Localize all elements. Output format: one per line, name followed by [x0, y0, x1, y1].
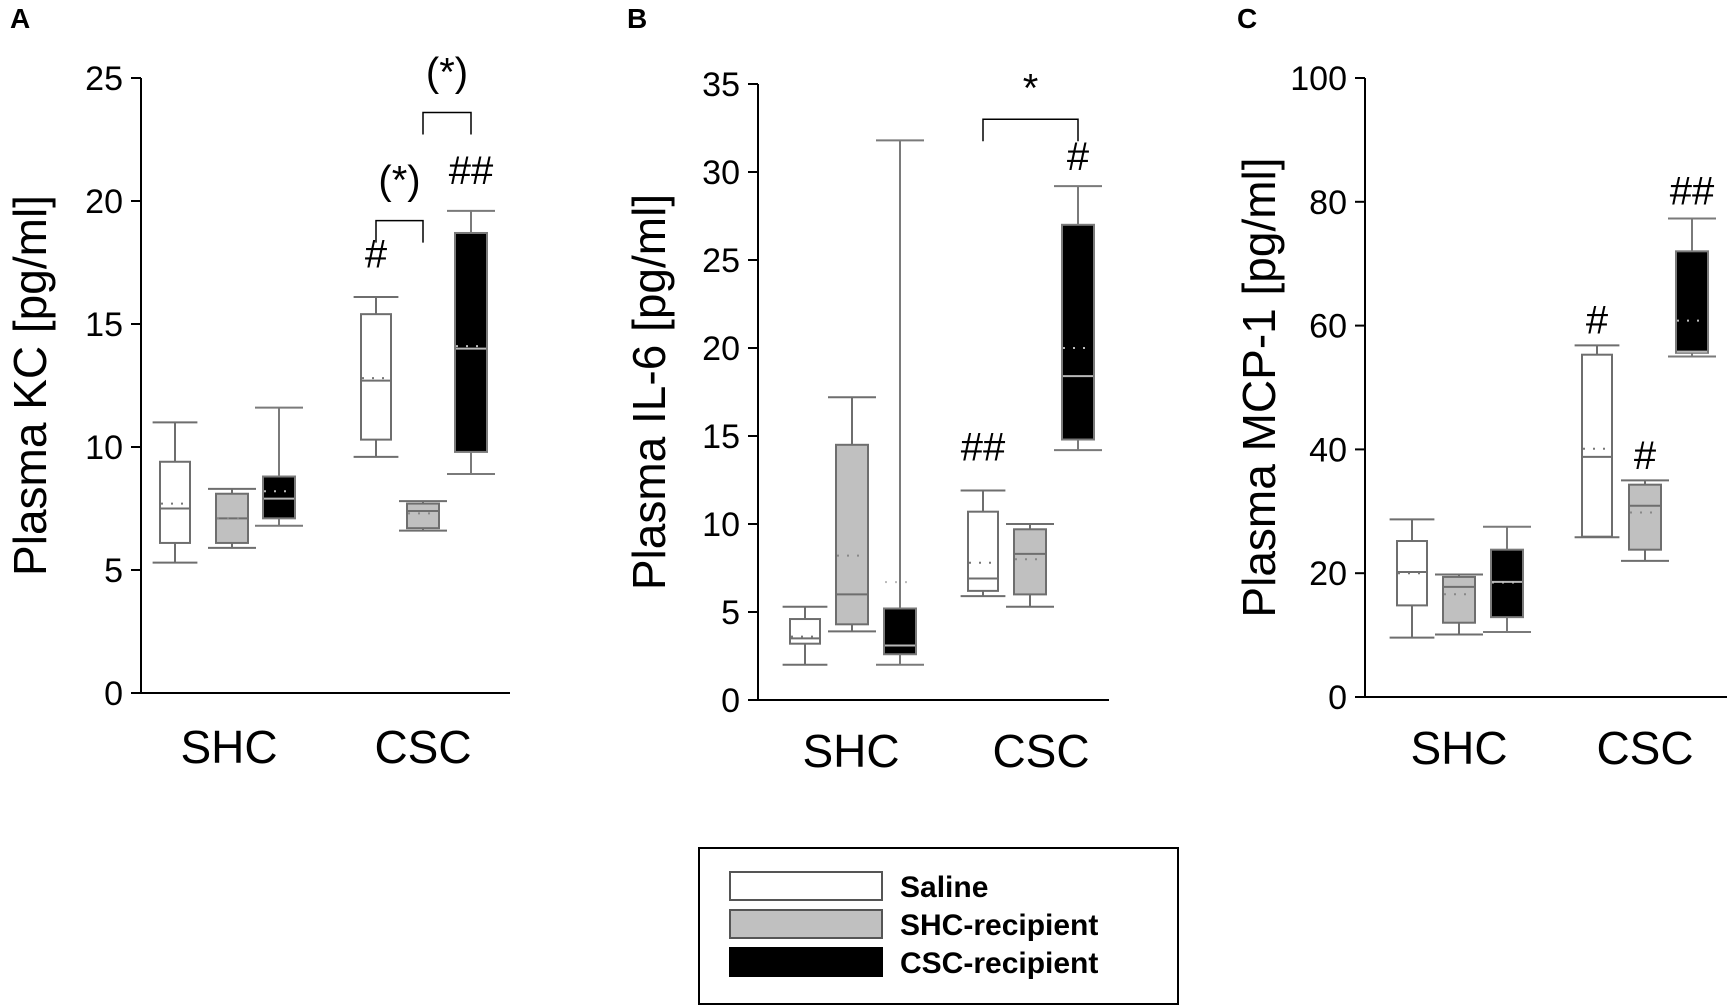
y-tick-label: 0 — [1328, 679, 1347, 717]
box-iqr — [1061, 223, 1095, 441]
significance-mark: ## — [1670, 169, 1715, 213]
legend-label: SHC-recipient — [900, 909, 1098, 942]
significance-bracket — [982, 118, 1079, 142]
y-tick-label: 40 — [1309, 431, 1347, 469]
y-tick-label: 100 — [1290, 60, 1347, 98]
significance-mark: # — [1634, 434, 1657, 478]
significance-mark: ## — [449, 149, 494, 193]
box-iqr — [159, 460, 191, 544]
box-iqr — [789, 618, 821, 645]
box-iqr — [406, 502, 440, 530]
y-tick-label: 20 — [702, 330, 740, 368]
panel-b: B 0 5 10 15 20 25 30 35 Plasma IL-6 [pg/ml] SHC CSC… — [623, 3, 1109, 777]
significance-bracket — [375, 219, 424, 243]
y-tick-label: 10 — [85, 429, 123, 467]
box-plot — [255, 406, 303, 527]
box-plot — [1054, 185, 1102, 452]
legend-swatch — [729, 947, 883, 977]
box-plot — [782, 605, 828, 666]
y-tick-label: 25 — [702, 242, 740, 280]
y-tick-label: 0 — [721, 682, 740, 720]
y-tick-label: 10 — [702, 506, 740, 544]
box-iqr — [1675, 250, 1709, 354]
box-plot — [1621, 479, 1669, 562]
panel-c: C 0 20 40 60 80 100 Plasma MCP-1 [pg/ml] SHC CSC #… — [1233, 3, 1727, 774]
box-iqr — [1442, 575, 1476, 624]
box-iqr — [1013, 528, 1047, 596]
box-plot — [1574, 344, 1620, 539]
y-axis-title: Plasma IL-6 [pg/ml] — [623, 194, 675, 590]
box-plot — [152, 421, 198, 564]
panel-label: B — [627, 3, 647, 34]
box-plot — [876, 139, 924, 666]
box-plot — [208, 487, 256, 549]
y-axis-title: Plasma KC [pg/ml] — [4, 195, 56, 576]
category-label: CSC — [1596, 722, 1693, 774]
box-iqr — [835, 443, 869, 626]
box-iqr — [454, 231, 488, 453]
panel-label: A — [10, 3, 30, 34]
y-tick-label: 5 — [104, 552, 123, 590]
box-iqr — [1628, 483, 1662, 551]
significance-bracket — [422, 111, 472, 135]
y-tick-label: 20 — [1309, 555, 1347, 593]
box-iqr — [1396, 540, 1428, 607]
box-iqr — [883, 607, 917, 656]
box-plot — [447, 209, 495, 476]
y-tick-label: 80 — [1309, 184, 1347, 222]
legend-swatch — [729, 871, 883, 901]
box-iqr — [1490, 548, 1524, 619]
y-tick-label: 15 — [702, 418, 740, 456]
legend-label: Saline — [900, 871, 988, 904]
category-label: SHC — [802, 725, 899, 777]
bracket-label: (*) — [426, 50, 468, 94]
significance-mark: ## — [961, 426, 1006, 470]
box-plot — [960, 489, 1006, 598]
y-tick-label: 15 — [85, 306, 123, 344]
box-iqr — [360, 313, 392, 441]
category-label: CSC — [992, 725, 1089, 777]
y-tick-label: 5 — [721, 594, 740, 632]
y-tick-label: 35 — [702, 66, 740, 104]
legend-label: CSC-recipient — [900, 947, 1098, 980]
box-plot — [353, 295, 399, 458]
y-tick-label: 20 — [85, 183, 123, 221]
category-label: SHC — [1410, 722, 1507, 774]
legend-swatch — [729, 909, 883, 939]
y-tick-label: 60 — [1309, 308, 1347, 346]
box-plot — [1668, 217, 1716, 358]
box-iqr — [262, 475, 296, 520]
significance-mark: # — [365, 232, 388, 276]
box-plot — [399, 500, 447, 532]
significance-mark: # — [1586, 299, 1609, 343]
category-label: CSC — [374, 721, 471, 773]
bracket-label: (*) — [378, 159, 420, 203]
box-plot — [828, 396, 876, 633]
box-plot — [1006, 523, 1054, 608]
box-iqr — [1581, 353, 1613, 538]
bracket-label: * — [1023, 67, 1039, 111]
legend: Saline SHC-recipient CSC-recipient — [698, 847, 1179, 1005]
y-axis-title: Plasma MCP-1 [pg/ml] — [1233, 157, 1285, 617]
panel-label: C — [1237, 3, 1257, 34]
box-plot — [1483, 525, 1531, 634]
category-label: SHC — [180, 721, 277, 773]
y-tick-label: 0 — [104, 675, 123, 713]
y-tick-label: 25 — [85, 60, 123, 98]
significance-mark: # — [1067, 135, 1090, 179]
box-plot — [1435, 573, 1483, 636]
y-tick-label: 30 — [702, 154, 740, 192]
box-plot — [1389, 518, 1435, 639]
